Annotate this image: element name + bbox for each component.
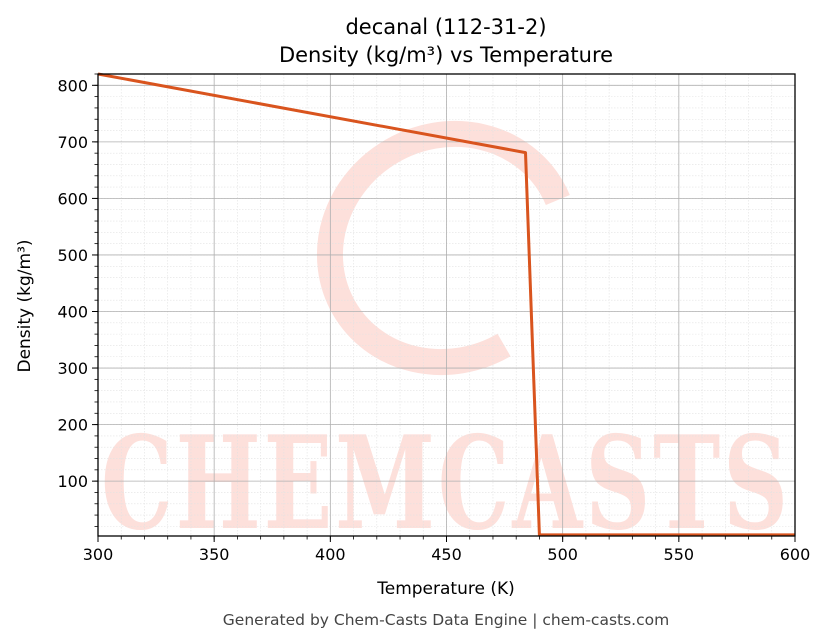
y-tick-label: 100: [57, 472, 88, 491]
axis-ticks: 300 350 400 450 500 550 600 100 200 300 400 500 600 7…: [57, 73, 811, 564]
y-tick-label: 700: [57, 133, 88, 152]
y-tick-label: 500: [57, 246, 88, 265]
y-tick-label: 200: [57, 416, 88, 435]
chemcasts-watermark: CHEMCASTS: [101, 120, 787, 559]
x-tick-label: 600: [780, 545, 811, 564]
x-tick-label: 500: [547, 545, 578, 564]
x-tick-label: 550: [664, 545, 695, 564]
chart-subtitle: Density (kg/m³) vs Temperature: [279, 43, 613, 67]
y-tick-label: 600: [57, 189, 88, 208]
y-tick-label: 300: [57, 359, 88, 378]
series-layer: [97, 72, 795, 537]
x-tick-label: 450: [431, 545, 462, 564]
chart-title: decanal (112-31-2): [345, 15, 546, 39]
x-tick-label: 400: [315, 545, 346, 564]
density-line: [97, 72, 795, 537]
x-axis-label: Temperature (K): [376, 579, 515, 599]
y-tick-label: 400: [57, 303, 88, 322]
x-tick-label: 350: [199, 545, 230, 564]
footer-credit: Generated by Chem-Casts Data Engine | ch…: [223, 611, 669, 629]
y-tick-label: 800: [57, 76, 88, 95]
x-tick-label: 300: [83, 545, 114, 564]
y-axis-label: Density (kg/m³): [15, 239, 35, 372]
